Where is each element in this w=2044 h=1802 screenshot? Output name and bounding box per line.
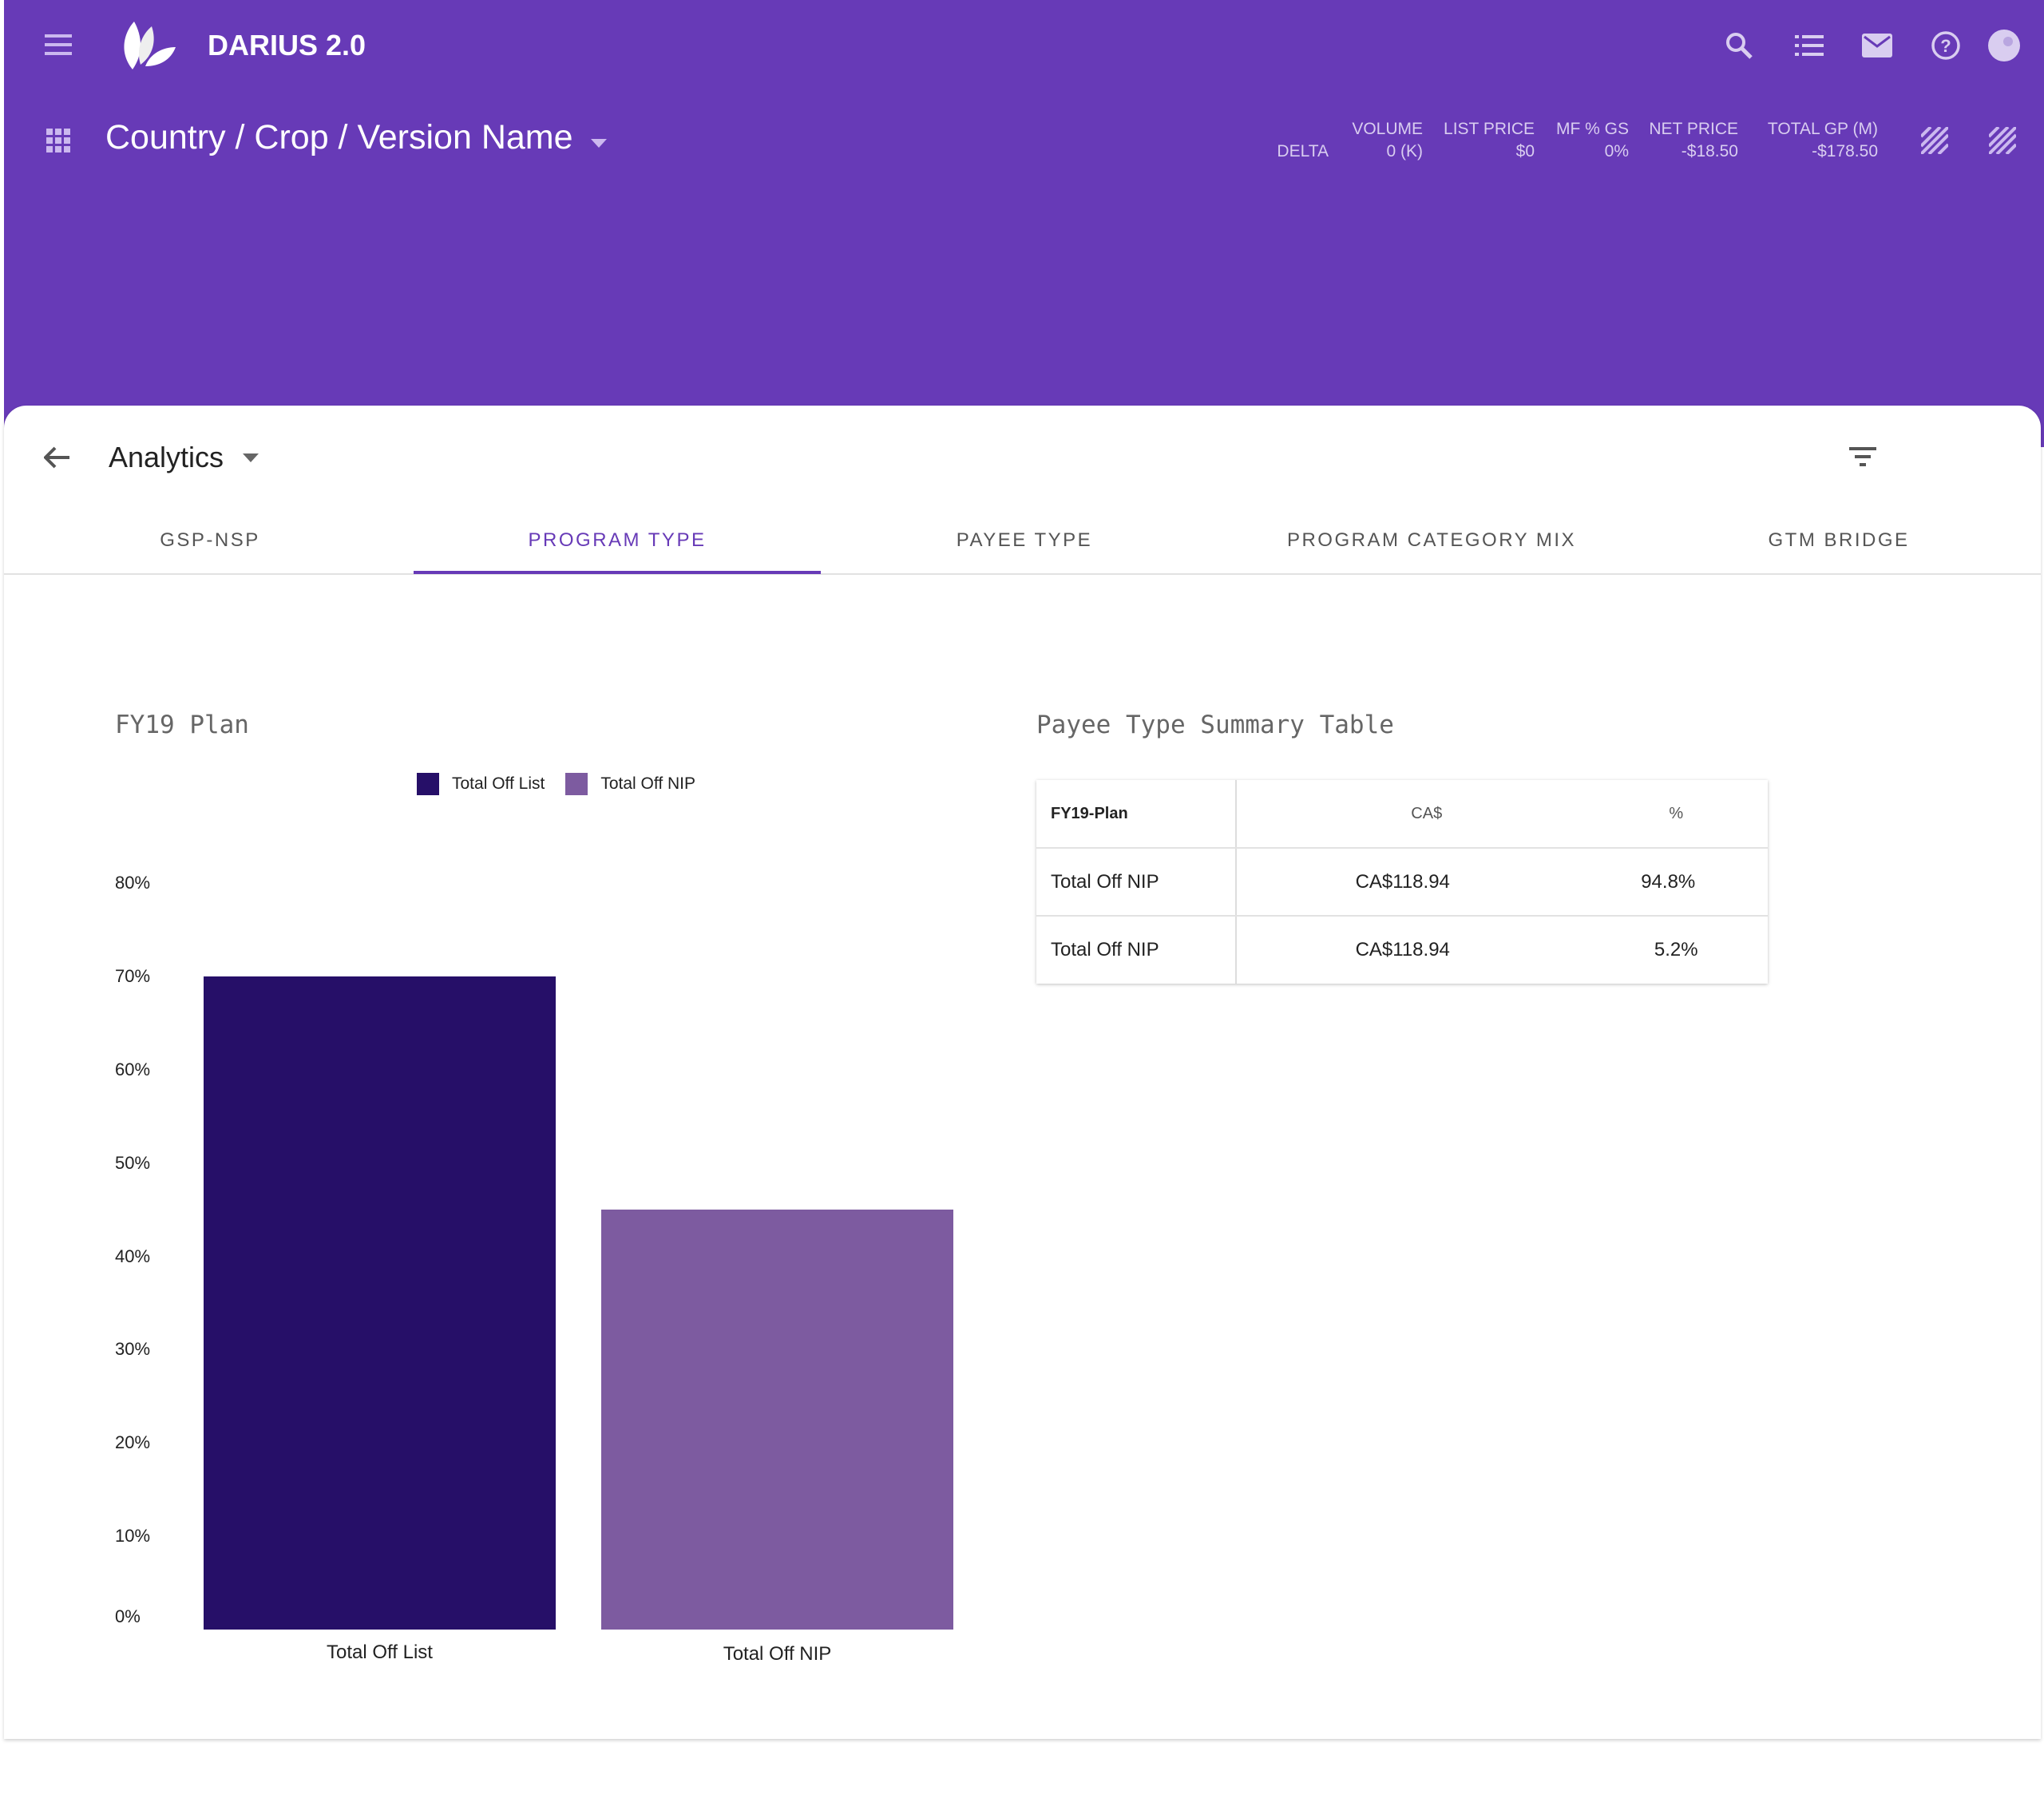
header-cell: %	[1552, 780, 1768, 849]
tab-program-category-mix[interactable]: PROGRAM CATEGORY MIX	[1286, 529, 1577, 551]
table-header-row: FY19-Plan CA$ %	[1036, 780, 1768, 849]
legend-item: Total Off List	[452, 774, 545, 793]
filter-icon[interactable]	[1845, 439, 1880, 474]
stat-label: VOLUME	[1352, 120, 1423, 138]
cell: 5.2%	[1654, 939, 1698, 960]
legend-item: Total Off NIP	[600, 774, 696, 793]
y-tick-label: 80%	[115, 873, 151, 893]
cell: CA$118.94	[1236, 848, 1553, 917]
svg-text:?: ?	[1940, 36, 1951, 56]
header-cell: CA$	[1236, 780, 1553, 849]
tab-gtm-bridge[interactable]: GTM BRIDGE	[1768, 529, 1910, 551]
stat-label: LIST PRICE	[1444, 120, 1535, 138]
x-tick-label: Total Off List	[327, 1642, 433, 1663]
app-title: DARIUS 2.0	[208, 29, 366, 61]
y-tick-label: 20%	[115, 1432, 151, 1453]
chevron-down-icon[interactable]	[587, 132, 611, 156]
cell: Total Off NIP	[1036, 848, 1237, 917]
table-title: Payee Type Summary Table	[1036, 711, 1394, 739]
striped-icon[interactable]	[1919, 125, 1951, 156]
leaf-logo	[116, 18, 180, 73]
stat-volume: VOLUME 0 (K)	[1319, 118, 1423, 163]
payee-summary-table: FY19-Plan CA$ % Total Off NIP CA$118.94 …	[1036, 780, 1768, 984]
y-tick-label: 30%	[115, 1339, 151, 1360]
avatar[interactable]	[1986, 27, 2022, 64]
menu-icon[interactable]	[34, 29, 82, 61]
tab-gsp-nsp[interactable]: GSP-NSP	[160, 529, 260, 551]
stat-total-gp: TOTAL GP (M) -$178.50	[1750, 118, 1878, 163]
mail-icon[interactable]	[1859, 27, 1895, 64]
section-title[interactable]: Analytics	[109, 441, 224, 473]
back-arrow-icon[interactable]	[41, 442, 73, 473]
stat-mf-gs: MF % GS 0%	[1533, 118, 1629, 163]
striped-icon[interactable]	[1987, 125, 2018, 156]
stat-label: TOTAL GP (M)	[1767, 120, 1878, 138]
y-tick-label: 60%	[115, 1059, 151, 1079]
table-row: Total Off NIP CA$118.94 5.2%	[1036, 916, 1768, 984]
stat-label: MF % GS	[1555, 120, 1629, 138]
stat-value: $0	[1515, 142, 1535, 160]
tab-program-type[interactable]: PROGRAM TYPE	[414, 515, 821, 574]
cell: Total Off NIP	[1036, 916, 1237, 984]
cell: CA$118.94	[1355, 939, 1450, 960]
y-tick-label: 70%	[115, 966, 151, 986]
stat-label: NET PRICE	[1649, 120, 1738, 138]
list-icon[interactable]	[1791, 27, 1828, 64]
stat-net-price: NET PRICE -$18.50	[1626, 118, 1738, 163]
legend-swatch	[565, 773, 588, 795]
bar-total-off-list[interactable]	[204, 976, 556, 1630]
chart-legend: Total Off List Total Off NIP	[417, 773, 695, 795]
stat-value: -$18.50	[1681, 142, 1738, 160]
y-tick-label: 40%	[115, 1246, 151, 1266]
delta-label: DELTA	[1277, 142, 1329, 160]
tabs-divider	[4, 573, 2041, 575]
header-cell: FY19-Plan	[1036, 780, 1237, 849]
stat-value: 0 (K)	[1386, 142, 1423, 160]
stat-list-price: LIST PRICE $0	[1423, 118, 1535, 163]
cell: 94.8%	[1552, 848, 1768, 917]
bar-total-off-nip[interactable]	[601, 1210, 953, 1630]
chevron-down-icon[interactable]	[240, 450, 261, 466]
y-tick-label: 50%	[115, 1152, 151, 1173]
stat-value: 0%	[1604, 142, 1629, 160]
app-header: DARIUS 2.0 ? Country / Crop / Version Na…	[4, 0, 2044, 447]
y-tick-label: 0%	[115, 1606, 141, 1626]
x-tick-label: Total Off NIP	[723, 1643, 832, 1665]
legend-swatch	[417, 773, 439, 795]
breadcrumb[interactable]: Country / Crop / Version Name	[105, 118, 573, 156]
chart-title: FY19 Plan	[115, 711, 249, 739]
tab-payee-type[interactable]: PAYEE TYPE	[956, 529, 1093, 551]
y-tick-label: 10%	[115, 1526, 151, 1547]
stat-value: -$178.50	[1812, 142, 1878, 160]
help-icon[interactable]: ?	[1927, 27, 1964, 64]
table-row: Total Off NIP CA$118.94 94.8%	[1036, 848, 1768, 917]
search-icon[interactable]	[1721, 27, 1757, 64]
grid-icon[interactable]	[42, 125, 74, 156]
